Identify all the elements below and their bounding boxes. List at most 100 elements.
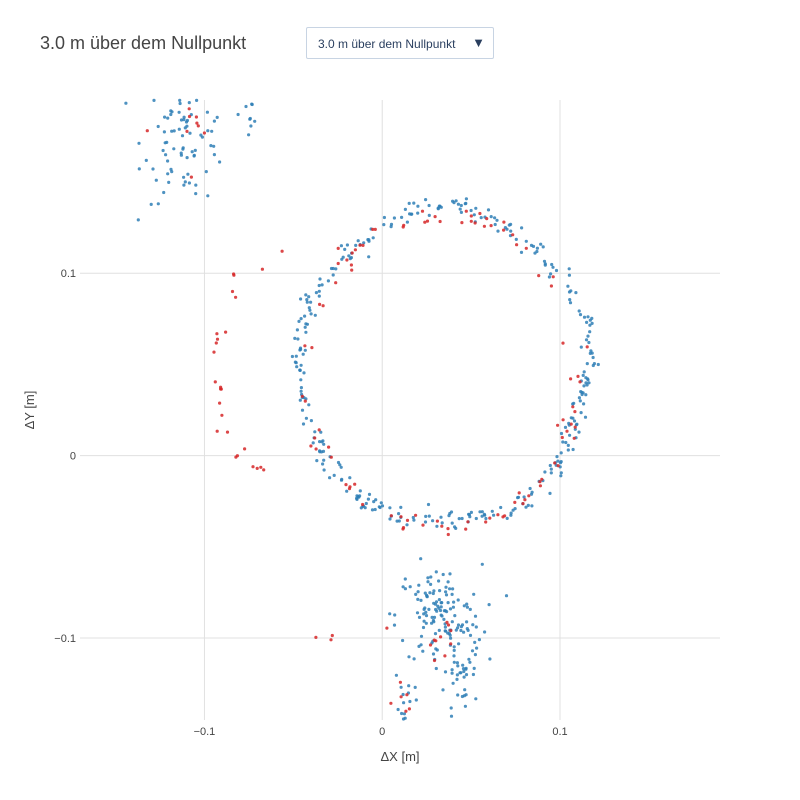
data-point-blue: [394, 673, 398, 677]
data-point-blue: [579, 411, 583, 415]
data-point-blue: [185, 156, 189, 160]
data-point-blue: [151, 167, 155, 171]
data-point-blue: [429, 575, 433, 579]
data-point-red: [478, 211, 482, 216]
x-tick-label: 0: [379, 726, 385, 738]
data-point-blue: [450, 620, 454, 624]
data-point-blue: [457, 517, 461, 521]
data-point-red: [553, 461, 557, 465]
data-point-blue: [587, 340, 591, 345]
data-point-blue: [578, 399, 582, 403]
data-point-red: [537, 274, 541, 278]
data-point-blue: [417, 583, 421, 587]
data-point-blue: [479, 216, 483, 220]
data-point-blue: [298, 346, 303, 350]
data-point-blue: [449, 636, 453, 640]
data-point-red: [473, 221, 477, 225]
data-point-blue: [439, 515, 443, 519]
data-point-blue: [471, 672, 475, 677]
data-point-blue: [430, 615, 434, 620]
data-point-blue: [472, 666, 476, 671]
data-point-blue: [329, 266, 334, 271]
data-point-blue: [307, 306, 311, 310]
data-point-blue: [427, 213, 431, 217]
data-point-blue: [400, 215, 404, 219]
data-point-blue: [162, 190, 166, 195]
data-point-blue: [486, 208, 491, 212]
data-point-blue: [434, 666, 438, 671]
data-point-blue: [124, 101, 128, 105]
data-point-blue: [437, 579, 441, 583]
data-point-blue: [366, 497, 370, 501]
data-point-blue: [407, 684, 411, 688]
data-point-blue: [290, 354, 294, 359]
data-point-blue: [382, 223, 386, 227]
data-point-red: [538, 480, 542, 484]
data-point-blue: [423, 520, 428, 524]
data-point-blue: [212, 144, 216, 148]
data-point-blue: [372, 500, 376, 504]
data-point-blue: [447, 632, 451, 636]
data-point-red: [515, 243, 519, 247]
data-point-blue: [416, 590, 420, 594]
data-point-blue: [567, 267, 571, 271]
data-point-red: [399, 515, 403, 519]
height-select-dropdown[interactable]: 3.0 m über dem Nullpunkt ▼: [306, 27, 494, 59]
data-point-red: [213, 380, 217, 384]
data-point-blue: [431, 591, 435, 596]
data-point-red: [219, 387, 223, 391]
data-point-red: [407, 707, 411, 711]
data-point-blue: [441, 572, 445, 577]
data-point-blue: [490, 509, 494, 513]
data-point-red: [389, 514, 393, 518]
data-point-blue: [434, 607, 438, 612]
data-point-blue: [403, 587, 407, 591]
data-point-blue: [210, 129, 214, 133]
data-point-blue: [317, 289, 321, 293]
data-point-blue: [567, 421, 571, 425]
data-point-red: [565, 429, 569, 433]
data-point-blue: [299, 386, 303, 390]
data-point-blue: [458, 207, 462, 211]
data-point-red: [439, 635, 443, 639]
data-point-blue: [535, 246, 540, 250]
data-point-blue: [136, 218, 140, 222]
data-point-blue: [588, 330, 592, 334]
data-point-blue: [566, 284, 570, 288]
data-point-blue: [465, 602, 469, 606]
data-point-blue: [182, 115, 186, 119]
data-point-red: [573, 425, 577, 429]
data-point-red: [402, 223, 406, 227]
data-point-blue: [449, 706, 453, 710]
data-point-red: [300, 394, 304, 398]
data-point-blue: [452, 600, 456, 604]
data-point-blue: [528, 486, 532, 491]
data-point-blue: [559, 460, 563, 464]
data-point-blue: [192, 154, 196, 158]
data-point-blue: [397, 511, 401, 516]
data-point-blue: [414, 592, 418, 597]
data-point-blue: [408, 585, 412, 589]
data-point-red: [399, 695, 403, 699]
data-point-blue: [564, 440, 568, 445]
data-point-blue: [488, 657, 492, 661]
data-point-blue: [464, 693, 468, 697]
data-point-blue: [403, 207, 407, 211]
data-point-red: [502, 228, 506, 232]
data-point-red: [303, 344, 307, 348]
data-point-red: [484, 520, 488, 524]
data-point-blue: [493, 222, 497, 227]
data-point-blue: [187, 181, 191, 185]
data-point-blue: [355, 496, 359, 500]
data-point-blue: [415, 611, 420, 615]
data-point-blue: [505, 516, 509, 521]
y-tick-label: 0.1: [61, 268, 76, 280]
data-point-blue: [170, 110, 174, 114]
data-point-blue: [474, 206, 478, 210]
data-point-red: [321, 304, 325, 308]
data-point-blue: [590, 316, 594, 320]
data-point-red: [423, 220, 427, 224]
data-point-blue: [543, 470, 547, 474]
data-point-blue: [458, 671, 462, 675]
data-point-blue: [154, 178, 158, 182]
